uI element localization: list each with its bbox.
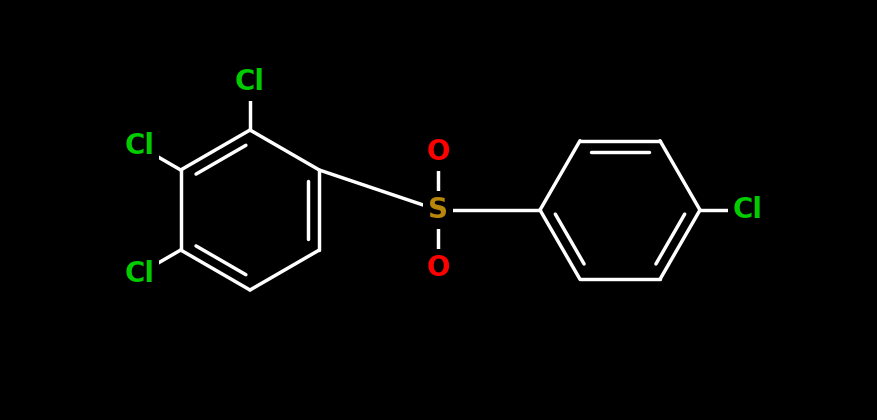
Text: Cl: Cl [235,68,265,96]
Text: O: O [426,254,450,282]
Text: Cl: Cl [125,260,154,288]
Text: O: O [426,138,450,166]
Text: S: S [428,196,448,224]
Text: Cl: Cl [733,196,763,224]
Text: Cl: Cl [125,132,154,160]
